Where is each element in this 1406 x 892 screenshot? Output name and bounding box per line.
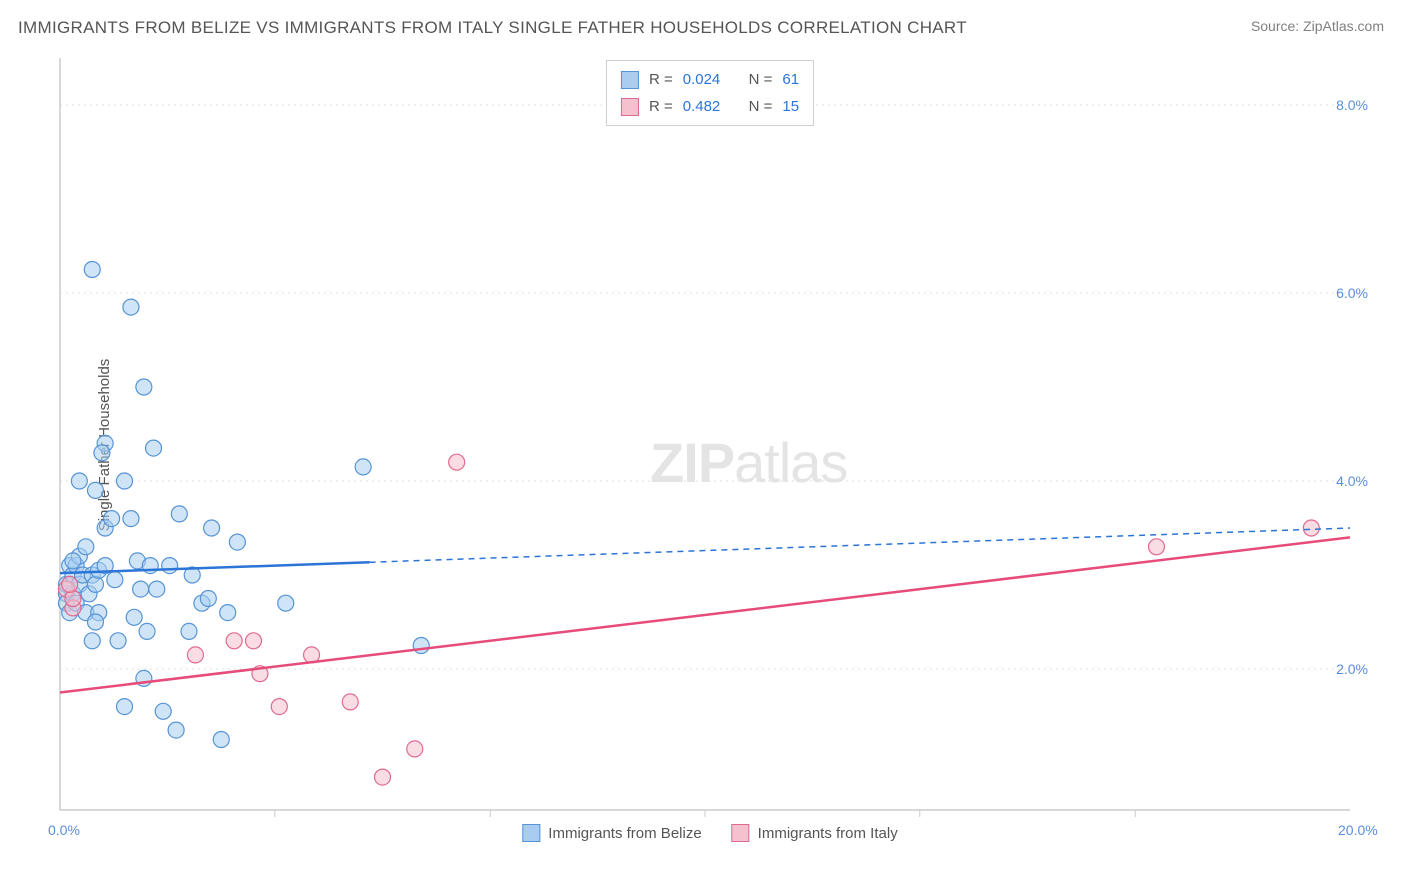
scatter-plot-svg xyxy=(50,50,1370,840)
legend-item-italy: Immigrants from Italy xyxy=(732,824,898,842)
swatch-italy-bottom xyxy=(732,824,750,842)
legend-label-italy: Immigrants from Italy xyxy=(758,825,898,842)
n-label: N = xyxy=(749,93,773,120)
series-legend: Immigrants from Belize Immigrants from I… xyxy=(522,824,897,842)
n-label: N = xyxy=(749,66,773,93)
swatch-belize xyxy=(621,71,639,89)
swatch-belize-bottom xyxy=(522,824,540,842)
r-value-italy: 0.482 xyxy=(683,93,721,120)
swatch-italy xyxy=(621,98,639,116)
source-attribution: Source: ZipAtlas.com xyxy=(1251,18,1384,34)
chart-title: IMMIGRANTS FROM BELIZE VS IMMIGRANTS FRO… xyxy=(18,18,967,38)
r-label: R = xyxy=(649,93,673,120)
legend-item-belize: Immigrants from Belize xyxy=(522,824,701,842)
r-value-belize: 0.024 xyxy=(683,66,721,93)
n-value-italy: 15 xyxy=(782,93,799,120)
legend-row-belize: R = 0.024 N = 61 xyxy=(621,66,799,93)
n-value-belize: 61 xyxy=(782,66,799,93)
r-label: R = xyxy=(649,66,673,93)
legend-row-italy: R = 0.482 N = 15 xyxy=(621,93,799,120)
legend-label-belize: Immigrants from Belize xyxy=(548,825,701,842)
chart-area: Single Father Households ZIPatlas R = 0.… xyxy=(50,50,1370,840)
correlation-legend: R = 0.024 N = 61 R = 0.482 N = 15 xyxy=(606,60,814,126)
